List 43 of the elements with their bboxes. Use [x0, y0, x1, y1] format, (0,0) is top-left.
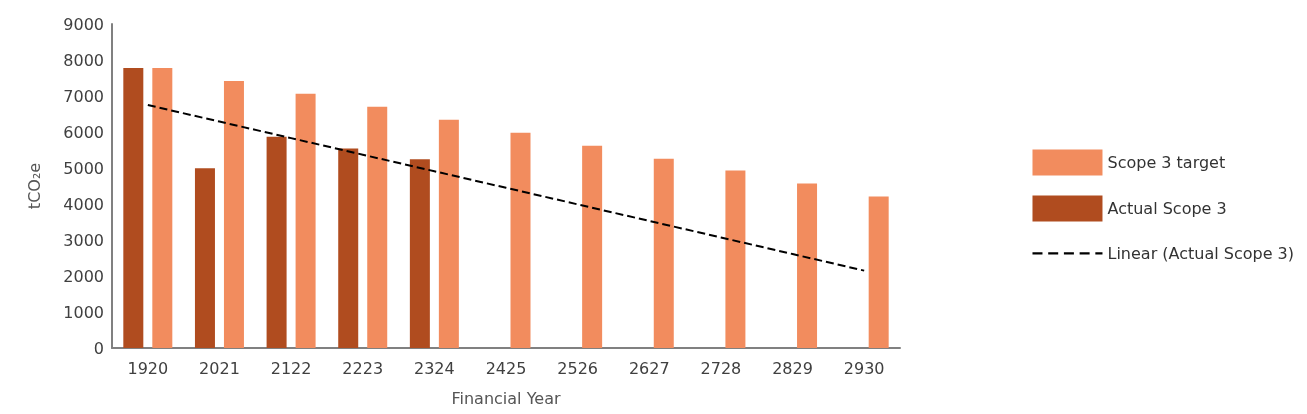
y-tick-label: 1000 [63, 302, 104, 322]
y-tick-label: 5000 [63, 158, 104, 178]
bar [194, 168, 215, 348]
y-tick-label: 2000 [63, 266, 104, 286]
legend-label: Linear (Actual Scope 3) [1107, 243, 1294, 263]
bar [438, 119, 459, 348]
x-tick-label: 2122 [270, 358, 312, 378]
x-tick-label: 2829 [772, 358, 813, 378]
bar [725, 170, 746, 348]
bar [223, 80, 244, 348]
y-tick-label: 3000 [63, 230, 104, 250]
x-tick-label: 2425 [485, 358, 527, 378]
y-tick-label: 9000 [63, 14, 104, 34]
x-axis-title: Financial Year [451, 388, 561, 408]
bar [797, 183, 818, 348]
x-tick-label: 2728 [700, 358, 742, 378]
line-series [146, 104, 866, 272]
x-tick-label: 2930 [843, 358, 885, 378]
x-tick-label: 1920 [127, 358, 169, 378]
y-tick-label: 0 [93, 338, 104, 358]
bar [653, 158, 674, 348]
bar [338, 148, 359, 348]
y-tick-label: 4000 [63, 194, 104, 214]
y-tick-label: 6000 [63, 122, 104, 142]
x-tick-label: 2526 [557, 358, 598, 378]
legend-label: Actual Scope 3 [1107, 199, 1227, 219]
bar [409, 159, 430, 348]
y-axis-title: tCO₂e [24, 162, 44, 210]
x-tick-label: 2223 [342, 358, 384, 378]
bar [295, 93, 316, 348]
bar [582, 145, 603, 348]
bar [510, 132, 531, 348]
bar [266, 136, 287, 348]
x-tick-label: 2627 [628, 358, 670, 378]
legend-label: Scope 3 target [1107, 153, 1226, 173]
y-tick-label: 7000 [63, 86, 104, 106]
bar [123, 67, 144, 348]
bar [868, 196, 889, 348]
bar [367, 106, 388, 348]
bar [152, 67, 173, 348]
x-tick-label: 2324 [414, 358, 455, 378]
x-tick-label: 2021 [199, 358, 240, 378]
y-tick-label: 8000 [63, 50, 104, 70]
